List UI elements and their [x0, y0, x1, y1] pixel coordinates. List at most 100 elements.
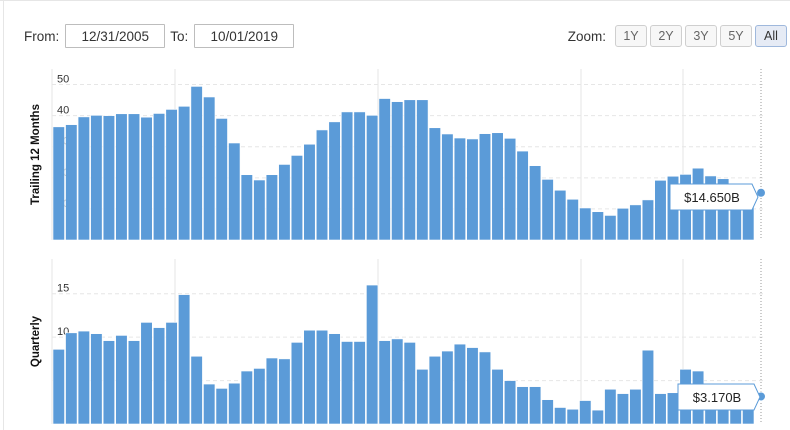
bar — [491, 132, 504, 241]
bar — [541, 399, 554, 425]
bar — [641, 199, 655, 241]
bar — [629, 388, 642, 425]
bar — [378, 98, 391, 241]
bar — [666, 392, 680, 425]
bar — [265, 174, 278, 241]
bar — [77, 116, 90, 241]
top-border — [0, 0, 790, 6]
tooltip-box — [669, 183, 759, 211]
bar — [491, 368, 504, 425]
zoom-controls: Zoom: 1Y 2Y 3Y 5Y All — [568, 24, 787, 48]
bar — [278, 358, 291, 425]
zoom-5y-button[interactable]: 5Y — [720, 25, 752, 47]
bar — [152, 113, 166, 241]
bar — [453, 137, 466, 241]
bar — [253, 368, 266, 425]
bar — [391, 101, 404, 241]
zoom-all-button[interactable]: All — [755, 25, 787, 47]
bar — [566, 198, 579, 241]
bar — [441, 133, 454, 241]
bar — [616, 393, 629, 425]
bar — [140, 322, 153, 425]
bar — [466, 138, 479, 241]
bar — [115, 113, 128, 241]
bar — [403, 342, 416, 425]
bar — [178, 106, 191, 241]
bar — [629, 204, 642, 241]
y-tick-label: 40 — [57, 105, 69, 117]
bar — [428, 127, 441, 241]
bar — [441, 350, 454, 425]
bar — [265, 357, 278, 425]
zoom-1y-button[interactable]: 1Y — [615, 25, 647, 47]
from-date-input[interactable] — [65, 24, 166, 48]
bar — [102, 340, 115, 425]
bar — [366, 115, 379, 241]
y-tick-label: 15 — [57, 283, 69, 295]
chart-panel-quarterly: 051015Quarterly$3.170B — [30, 259, 766, 425]
bar — [165, 109, 178, 241]
bar — [278, 164, 291, 241]
bar — [591, 409, 604, 425]
bar — [328, 333, 341, 425]
bar — [353, 111, 366, 241]
bar — [140, 116, 153, 241]
bar — [579, 400, 592, 425]
bar — [554, 189, 567, 241]
bar — [65, 124, 78, 241]
bar — [378, 340, 391, 425]
bar — [253, 179, 266, 241]
to-label: To: — [170, 28, 189, 44]
bar — [228, 142, 241, 241]
bar — [529, 386, 542, 425]
chart-panel-trailing: 01020304050Trailing 12 Months$14.650B — [30, 69, 766, 241]
bar — [366, 284, 379, 425]
bar — [416, 368, 429, 425]
to-date-input[interactable] — [194, 24, 295, 48]
bar — [541, 179, 554, 241]
bar — [152, 327, 166, 425]
bar — [516, 150, 529, 241]
bar — [77, 330, 90, 425]
bar — [127, 113, 141, 241]
bar — [529, 165, 542, 241]
bar — [190, 86, 203, 241]
zoom-3y-button[interactable]: 3Y — [685, 25, 717, 47]
bar — [478, 133, 492, 241]
bar — [328, 121, 341, 241]
bar — [215, 388, 228, 425]
bar — [203, 383, 216, 425]
bar — [165, 322, 178, 425]
bar — [290, 155, 304, 241]
value-tooltip: $14.650B — [669, 183, 759, 211]
bar — [453, 343, 466, 425]
bar — [65, 332, 78, 425]
bar — [654, 180, 667, 241]
bar — [466, 347, 479, 425]
bar — [215, 118, 228, 241]
tooltip-value: $3.170B — [693, 390, 741, 405]
bar — [178, 294, 191, 425]
tooltip-value: $14.650B — [684, 190, 740, 205]
y-tick-label: 50 — [57, 74, 69, 86]
bar — [315, 129, 329, 241]
bar — [52, 349, 65, 425]
bar — [228, 382, 241, 425]
tooltip-box — [677, 383, 761, 411]
bar — [190, 355, 203, 425]
bar — [303, 143, 316, 241]
bar — [604, 388, 617, 425]
bar — [503, 138, 517, 241]
bar — [403, 99, 416, 241]
bar — [115, 335, 128, 425]
zoom-2y-button[interactable]: 2Y — [650, 25, 682, 47]
bar — [478, 351, 492, 425]
bar — [90, 115, 103, 241]
bar — [616, 207, 629, 241]
bar — [516, 386, 529, 425]
bar — [391, 338, 404, 425]
from-label: From: — [24, 28, 60, 44]
bar — [579, 207, 592, 241]
y-axis-title: Trailing 12 Months — [30, 104, 42, 205]
